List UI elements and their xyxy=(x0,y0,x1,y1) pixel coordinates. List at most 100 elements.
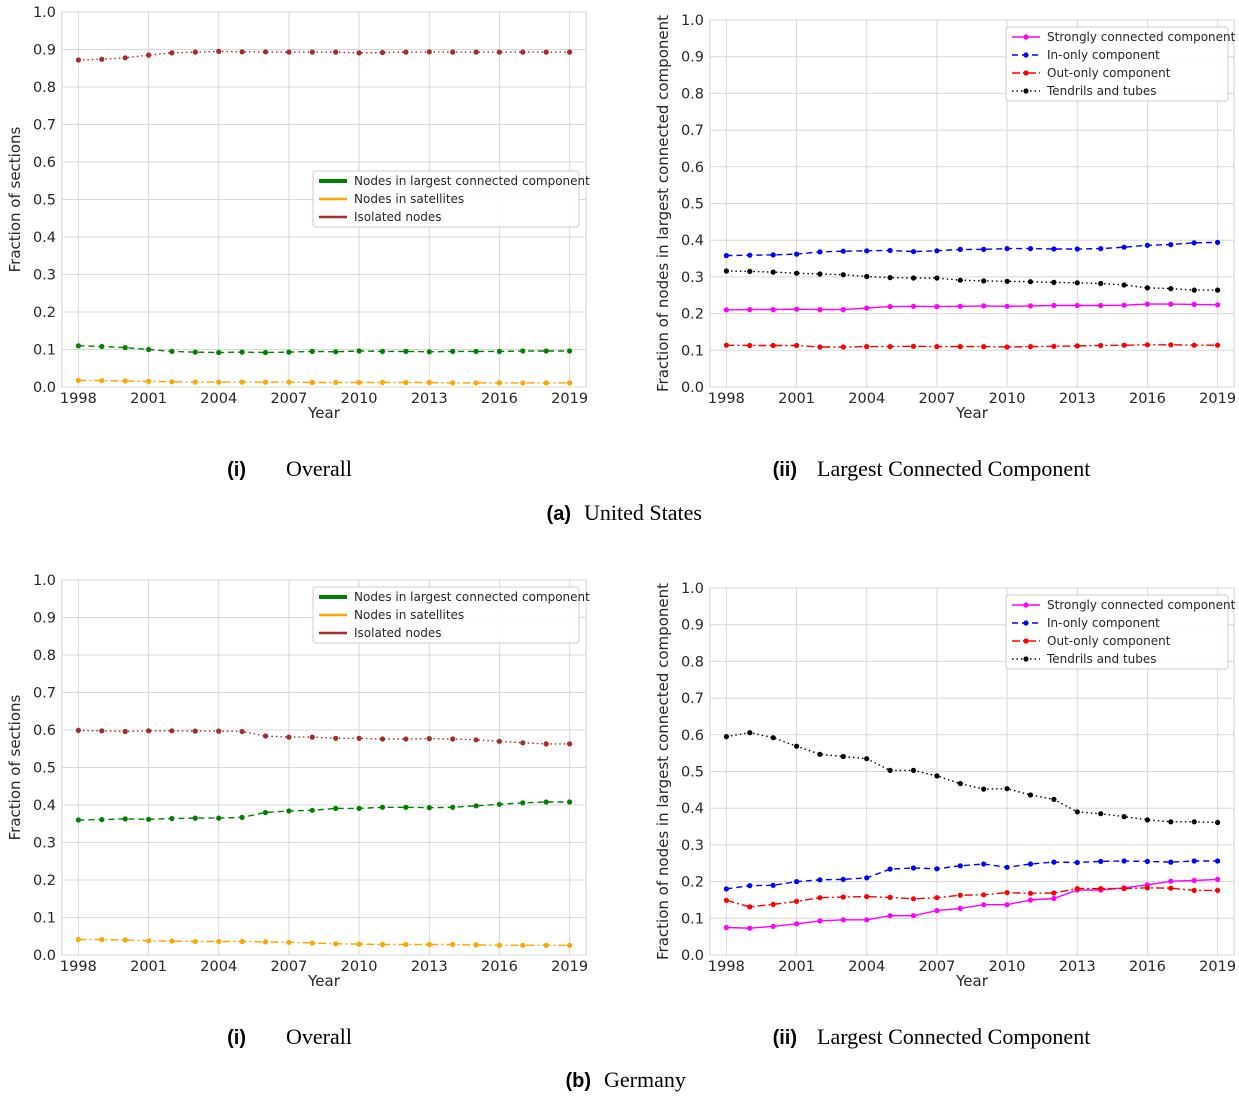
data-point xyxy=(567,380,573,386)
data-point xyxy=(1121,282,1127,288)
data-point xyxy=(75,817,81,823)
series-tendrils-and-tubes xyxy=(723,730,1221,826)
data-point xyxy=(356,735,362,741)
data-point xyxy=(1144,301,1150,307)
data-point xyxy=(146,938,152,944)
data-point xyxy=(934,773,940,779)
y-tick-label: 0.9 xyxy=(681,50,704,66)
data-point xyxy=(1098,246,1104,252)
data-point xyxy=(122,937,128,943)
data-point xyxy=(450,348,456,354)
y-tick-label: 0.2 xyxy=(33,305,56,321)
data-point xyxy=(216,728,222,734)
data-point xyxy=(520,942,526,948)
data-point xyxy=(122,345,128,351)
data-point xyxy=(840,307,846,313)
data-point xyxy=(910,767,917,774)
x-axis-label: Year xyxy=(307,972,341,990)
x-tick-label: 2010 xyxy=(341,391,378,407)
data-point xyxy=(426,805,432,811)
x-tick-label: 2007 xyxy=(918,959,955,975)
data-point xyxy=(1098,858,1104,865)
data-point xyxy=(747,307,753,313)
legend-entry: In-only component xyxy=(1047,48,1160,62)
data-point xyxy=(1121,886,1127,892)
x-tick-label: 1998 xyxy=(708,391,745,407)
caption-title: Overall xyxy=(286,456,352,481)
x-tick-label: 2016 xyxy=(481,959,518,975)
data-point xyxy=(239,49,245,55)
series-line xyxy=(78,50,570,61)
data-point xyxy=(1051,859,1057,865)
caption-title: Largest Connected Component xyxy=(817,456,1090,481)
y-tick-label: 0.8 xyxy=(681,86,704,102)
y-tick-label: 0.1 xyxy=(681,343,704,359)
legend-entry: Out-only component xyxy=(1047,634,1171,648)
data-point xyxy=(122,816,128,822)
data-point xyxy=(957,303,963,309)
data-point xyxy=(473,348,479,354)
data-point xyxy=(309,807,315,813)
data-point xyxy=(770,307,776,313)
data-point xyxy=(981,303,987,309)
data-point xyxy=(1074,302,1080,309)
data-point xyxy=(864,344,870,350)
data-point xyxy=(1168,859,1174,865)
series-line xyxy=(726,303,1218,311)
data-point xyxy=(934,248,940,254)
series-line xyxy=(78,938,570,946)
x-tick-label: 2016 xyxy=(481,391,518,407)
data-point xyxy=(887,767,893,774)
data-point xyxy=(1191,877,1197,884)
x-tick-label: 2019 xyxy=(1199,391,1236,407)
y-tick-label: 0.8 xyxy=(33,80,56,96)
x-tick-label: 2019 xyxy=(1199,959,1236,975)
data-point xyxy=(1144,342,1150,348)
data-point xyxy=(723,734,730,740)
data-point xyxy=(1144,285,1150,291)
data-point xyxy=(747,904,753,910)
series-line xyxy=(78,801,570,821)
series-in-only-component xyxy=(723,239,1221,259)
series-line xyxy=(726,731,1218,824)
data-point xyxy=(1004,902,1010,908)
x-axis-label: Year xyxy=(955,404,989,422)
data-point xyxy=(567,741,573,747)
legend-entry: Tendrils and tubes xyxy=(1046,652,1157,666)
data-point xyxy=(169,50,175,56)
series-strongly-connected-component xyxy=(723,301,1221,313)
data-point xyxy=(1051,279,1057,285)
x-tick-label: 1998 xyxy=(60,959,97,975)
x-tick-label: 2004 xyxy=(848,391,885,407)
y-axis-label: Fraction of sections xyxy=(6,126,24,272)
y-tick-label: 0.3 xyxy=(33,836,56,852)
data-point xyxy=(403,348,409,354)
data-point xyxy=(981,902,987,908)
data-point xyxy=(910,343,917,349)
data-point xyxy=(567,49,573,55)
y-tick-label: 0.2 xyxy=(681,875,704,891)
caption-label: (i) xyxy=(227,459,246,481)
group-title: United States xyxy=(584,500,702,525)
legend-entry: Isolated nodes xyxy=(354,210,442,224)
data-point xyxy=(450,804,456,810)
data-point xyxy=(99,378,105,384)
data-point xyxy=(747,730,753,736)
series-in-only-component xyxy=(723,858,1221,892)
data-point xyxy=(840,344,846,350)
data-point xyxy=(1191,887,1197,894)
data-point xyxy=(934,344,940,350)
data-point xyxy=(747,883,753,889)
y-axis-label: Fraction of nodes in largest connected c… xyxy=(654,15,672,392)
data-point xyxy=(262,733,269,739)
data-point xyxy=(1051,302,1057,309)
data-point xyxy=(1098,811,1104,817)
series-strongly-connected-component xyxy=(723,876,1221,931)
data-point xyxy=(309,940,315,946)
data-point xyxy=(356,941,362,947)
data-point xyxy=(286,379,292,385)
data-point xyxy=(1168,819,1174,825)
data-point xyxy=(75,57,81,63)
y-tick-label: 0.5 xyxy=(33,761,56,777)
data-point xyxy=(75,377,81,383)
